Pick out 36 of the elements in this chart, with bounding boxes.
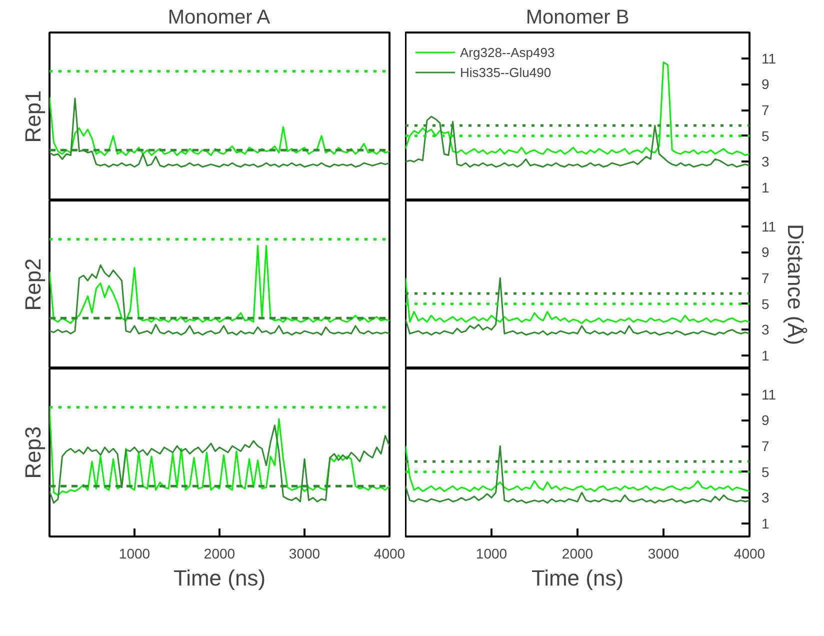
x-tick-label: 1000	[476, 546, 508, 562]
y-axis-title: Distance (Å)	[783, 224, 808, 346]
y-tick-label: 9	[762, 76, 770, 92]
x-tick-label: 2000	[204, 546, 236, 562]
y-tick-label: 9	[762, 244, 770, 260]
x-tick-label: 4000	[374, 546, 406, 562]
y-tick-label: 3	[762, 154, 770, 170]
y-tick-label: 7	[762, 438, 770, 454]
x-tick-label: 1000	[118, 546, 150, 562]
legend-label: Arg328--Asp493	[460, 44, 555, 60]
y-tick-label: 11	[762, 386, 776, 402]
x-tick-label: 3000	[288, 546, 320, 562]
x-axis-title: Time (ns)	[173, 566, 266, 590]
x-tick-label: 4000	[734, 546, 766, 562]
y-tick-label: 7	[762, 270, 770, 286]
legend-label: His335--Glu490	[460, 64, 552, 80]
y-tick-label: 9	[762, 412, 770, 428]
y-tick-label: 3	[762, 322, 770, 338]
y-tick-label: 1	[762, 348, 770, 364]
y-axis-title: Rep3	[20, 426, 46, 479]
x-tick-label: 2000	[562, 546, 594, 562]
x-tick-label: 3000	[648, 546, 680, 562]
y-tick-label: 11	[762, 50, 776, 66]
y-tick-label: 1	[762, 516, 770, 532]
y-tick-label: 5	[762, 128, 770, 144]
y-tick-label: 5	[762, 296, 770, 312]
chart-title: Monomer A	[168, 6, 271, 28]
y-axis-title: Rep2	[20, 258, 46, 311]
y-tick-label: 5	[762, 464, 770, 480]
y-tick-label: 11	[762, 218, 776, 234]
y-tick-label: 1	[762, 180, 770, 196]
x-axis-title: Time (ns)	[531, 566, 624, 590]
y-tick-label: 7	[762, 102, 770, 118]
chart-title: Monomer B	[526, 6, 630, 28]
y-tick-label: 3	[762, 490, 770, 506]
y-axis-title: Rep1	[20, 90, 46, 143]
